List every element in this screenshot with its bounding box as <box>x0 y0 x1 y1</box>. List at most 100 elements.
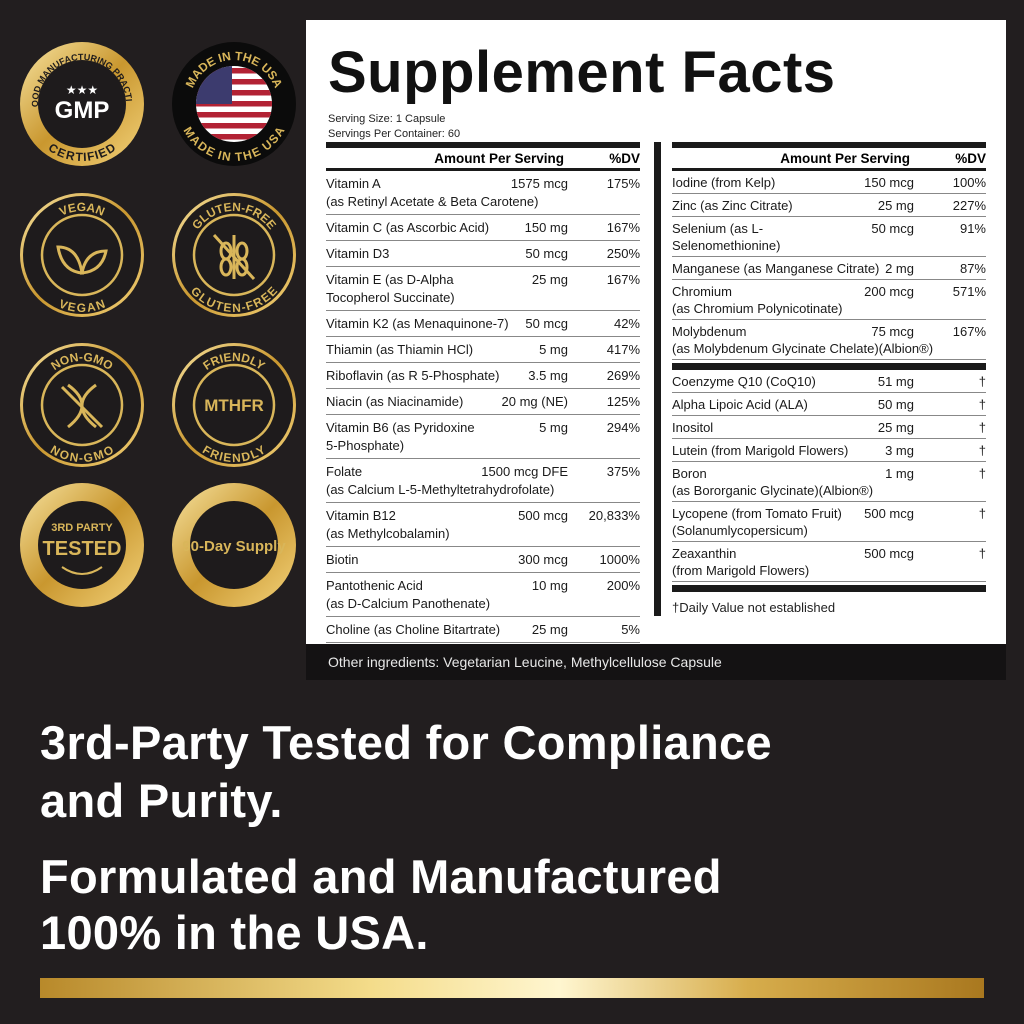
nutrient-name: Coenzyme Q10 (CoQ10) <box>672 374 816 389</box>
nutrient-row: Lycopene (from Tomato Fruit) 500 mcg † (Sol… <box>672 502 986 542</box>
divider-bar <box>672 363 986 370</box>
servings-per-container: Servings Per Container: 60 <box>328 128 461 140</box>
nutrient-amount: 5 mg <box>539 420 568 435</box>
serving-size: Serving Size: 1 Capsule <box>328 113 446 125</box>
nutrient-row: Choline (as Choline Bitartrate) 25 mg 5% <box>326 617 640 643</box>
nutrient-name: Lutein (from Marigold Flowers) <box>672 443 849 458</box>
nutrient-row: Selenium (as L-Selenomethionine) 50 mcg 91… <box>672 217 986 257</box>
nutrient-dv: 1000% <box>599 552 640 567</box>
nutrient-name: Vitamin B12 <box>326 508 396 523</box>
nutrient-dv: 294% <box>606 420 640 435</box>
nutrient-amount: 300 mcg <box>518 552 568 567</box>
nutrient-name: Vitamin C (as Ascorbic Acid) <box>326 220 490 235</box>
nutrient-name: Pantothenic Acid <box>326 578 423 593</box>
badge-nongmo: NON-GMO NON-GMO <box>18 341 146 469</box>
nutrient-source: (from Marigold Flowers) <box>672 563 810 578</box>
nutrient-amount: 25 mg <box>877 420 914 435</box>
badge-usa: MADE IN THE USA MADE IN THE USA <box>170 40 298 168</box>
nutrient-row: Alpha Lipoic Acid (ALA) 50 mg † <box>672 393 986 416</box>
nutrient-dv: 227% <box>952 198 986 213</box>
nutrient-source: (as Methylcobalamin) <box>326 526 450 541</box>
nutrient-dv: 5% <box>621 622 640 637</box>
nutrient-dv: 167% <box>606 272 640 287</box>
nutrient-row: Vitamin K2 (as Menaquinone-7) 50 mcg 42% <box>326 311 640 337</box>
nutrient-row: Inositol 25 mg † <box>672 416 986 439</box>
nutrient-name: Molybdenum <box>672 324 747 339</box>
nutrient-source: (as Chromium Polynicotinate) <box>672 301 843 316</box>
nutrient-row: Niacin (as Niacinamide) 20 mg (NE) 125% <box>326 389 640 415</box>
divider-bar <box>672 142 986 148</box>
nutrient-dv: † <box>978 397 986 412</box>
nutrient-dv: 200% <box>606 578 640 593</box>
leaf-icon: VEGAN VEGAN <box>20 193 144 317</box>
dna-crossed-icon <box>60 383 104 429</box>
nutrient-amount: 1 mg <box>885 466 914 481</box>
nutrient-amount: 500 mcg <box>864 506 914 521</box>
nutrient-amount: 1500 mcg DFE <box>481 464 568 479</box>
nutrient-dv: 269% <box>606 368 640 383</box>
nutrient-name: Vitamin A <box>326 176 381 191</box>
wheat-crossed-icon <box>212 233 256 281</box>
nutrient-dv: † <box>978 546 986 561</box>
badge-top-text: NON-GMO <box>48 350 115 373</box>
nutrient-dv: 375% <box>606 464 640 479</box>
nutrient-row: Pantothenic Acid 10 mg 200% (as D-Calcium P… <box>326 573 640 617</box>
nutrient-amount: 50 mg <box>877 397 914 412</box>
badge-center-text: 90-Day Supply <box>182 538 286 555</box>
nutrient-dv: 20,833% <box>588 508 640 523</box>
nutrient-name: Biotin <box>326 552 359 567</box>
badge-bottom-text: VEGAN <box>57 296 107 314</box>
nutrient-source: Tocopherol Succinate) <box>326 290 455 305</box>
nutrient-row: Vitamin B6 (as Pyridoxine 5 mg 294% 5-Phosp… <box>326 415 640 459</box>
nutrient-dv: † <box>978 374 986 389</box>
nutrient-amount: 10 mg <box>531 578 568 593</box>
nutrient-row: Vitamin D3 50 mcg 250% <box>326 241 640 267</box>
badge-supply: 90-Day Supply <box>170 481 298 609</box>
nutrient-name: Niacin (as Niacinamide) <box>326 394 464 409</box>
nutrient-name: Zinc (as Zinc Citrate) <box>672 198 793 213</box>
nutrient-name: Lycopene (from Tomato Fruit) <box>672 506 842 521</box>
header-amount: Amount Per Serving <box>434 151 564 166</box>
nutrient-dv: 87% <box>959 261 986 276</box>
nutrient-name: Manganese (as Manganese Citrate) <box>672 261 880 276</box>
nutrient-amount: 20 mg (NE) <box>501 394 568 409</box>
header-dv: %DV <box>955 151 986 166</box>
gold-accent-bar <box>40 978 984 998</box>
nutrient-row: Thiamin (as Thiamin HCl) 5 mg 417% <box>326 337 640 363</box>
headline-line-1: 3rd-Party Tested for Compliance <box>40 716 772 769</box>
divider-bar <box>326 142 640 148</box>
nutrient-name: Alpha Lipoic Acid (ALA) <box>672 397 808 412</box>
facts-header: Amount Per Serving %DV <box>326 148 640 171</box>
laurel-icon: 3RD PARTY TESTED <box>20 483 144 607</box>
badge-mthfr: FRIENDLY FRIENDLY MTHFR <box>170 341 298 469</box>
footnote: †Daily Value not established <box>672 600 836 615</box>
nutrient-amount: 5 mg <box>539 342 568 357</box>
column-divider <box>654 142 661 616</box>
nutrient-row: Chromium 200 mcg 571% (as Chromium Polynico… <box>672 280 986 320</box>
nutrient-row: Vitamin B12 500 mcg 20,833% (as Methylcobal… <box>326 503 640 547</box>
supplement-facts-panel: Supplement Facts Serving Size: 1 Capsule… <box>306 20 1006 644</box>
nutrient-amount: 75 mcg <box>871 324 914 339</box>
nutrient-dv: 91% <box>959 221 986 236</box>
nutrient-dv: † <box>978 466 986 481</box>
nutrient-amount: 500 mcg <box>864 546 914 561</box>
badge-gmp: GOOD MANUFACTURING PRACTICECERTIFIED★★★G… <box>14 32 146 168</box>
nutrient-name: Vitamin E (as D-Alpha <box>326 272 454 287</box>
nutrient-amount: 200 mcg <box>864 284 914 299</box>
nutrient-row: Vitamin E (as D-Alpha 25 mg 167% Tocopherol… <box>326 267 640 311</box>
badge-center-text: GMP <box>55 97 110 124</box>
nutrient-name: Iodine (from Kelp) <box>672 175 776 190</box>
nutrient-dv: 100% <box>952 175 986 190</box>
nutrient-amount: 25 mg <box>531 272 568 287</box>
nutrient-amount: 150 mg <box>524 220 568 235</box>
nutrient-name: Inositol <box>672 420 714 435</box>
nutrient-source: (as Calcium L-5-Methyltetrahydrofolate) <box>326 482 555 497</box>
nutrient-name: Vitamin K2 (as Menaquinone-7) <box>326 316 509 331</box>
nutrient-row: Boron 1 mg † (as Bororganic Glycinate)(Albi… <box>672 462 986 502</box>
stars-icon: GOOD MANUFACTURING PRACTICECERTIFIED★★★G… <box>14 32 144 166</box>
nutrient-row: Coenzyme Q10 (CoQ10) 51 mg † <box>672 370 986 393</box>
headline-line-2: and Purity. <box>40 774 283 827</box>
nutrient-dv: 167% <box>606 220 640 235</box>
nutrient-name: Riboflavin (as R 5-Phosphate) <box>326 368 500 383</box>
